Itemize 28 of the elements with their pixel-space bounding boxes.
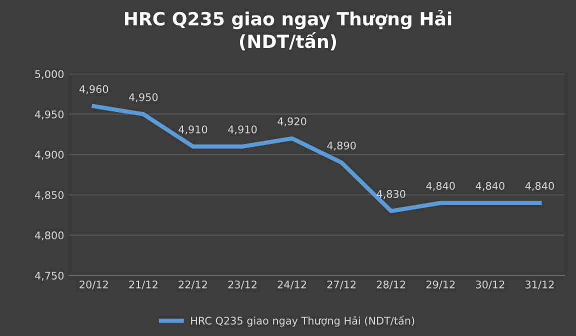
data-label: 4,950 (129, 93, 158, 102)
x-tick-label: 22/12 (178, 280, 207, 290)
x-tick-label: 30/12 (476, 280, 504, 290)
chart-title: HRC Q235 giao ngay Thượng Hải (NDT/tấn) (125, 10, 452, 50)
data-label: 4,910 (228, 125, 257, 134)
data-label: 4,890 (327, 142, 356, 151)
data-label: 4,920 (278, 117, 306, 126)
data-label: 4,840 (476, 182, 504, 191)
x-tick-label: 20/12 (80, 280, 108, 290)
y-tick-label: 4,950 (34, 110, 64, 120)
data-label: 4,960 (79, 85, 108, 94)
data-label: 4,910 (178, 125, 208, 134)
data-label: 4,840 (426, 182, 455, 191)
data-label: 4,830 (376, 190, 406, 199)
x-tick-label: 21/12 (129, 280, 158, 290)
data-label: 4,840 (525, 182, 554, 191)
y-tick-label: 4,800 (34, 231, 64, 240)
x-tick-label: 23/12 (228, 280, 256, 290)
y-tick-label: 4,900 (34, 150, 64, 160)
x-tick-label: 27/12 (327, 280, 356, 290)
x-tick-label: 24/12 (278, 280, 306, 290)
legend-label: HRC Q235 giao ngay Thượng Hải (NDT/tấn) (191, 316, 414, 327)
y-tick-label: 4,850 (34, 191, 64, 200)
y-tick-label: 5,000 (35, 70, 64, 80)
x-tick-label: 28/12 (376, 280, 406, 290)
x-tick-label: 31/12 (525, 280, 554, 290)
y-tick-label: 4,750 (34, 272, 64, 281)
x-tick-label: 29/12 (426, 280, 455, 290)
